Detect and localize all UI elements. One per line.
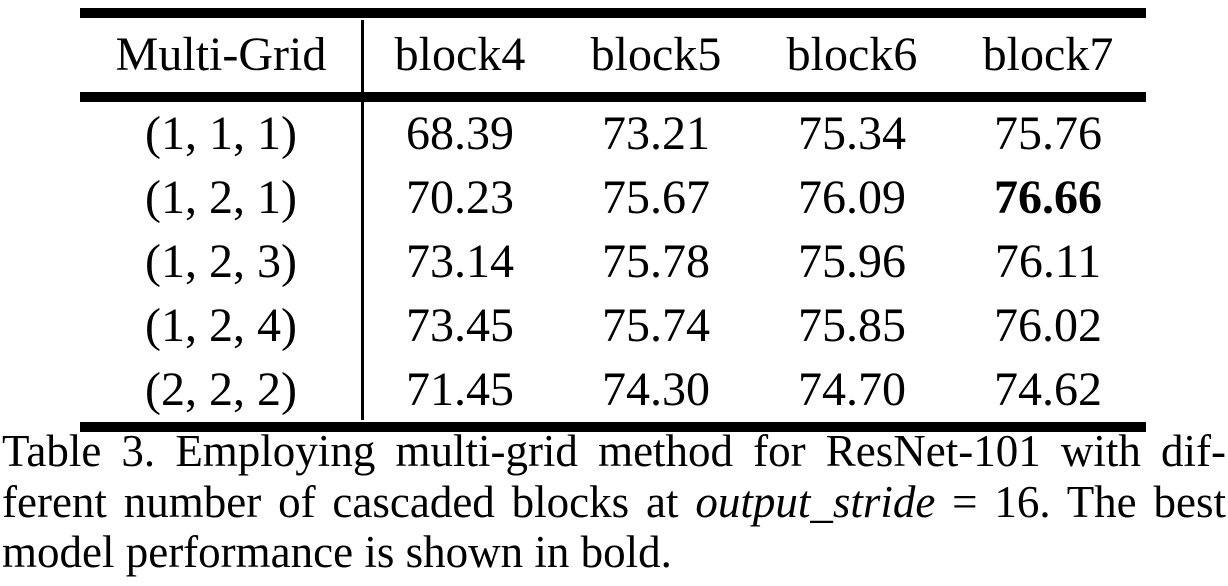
table-cell: 75.67 [602, 171, 710, 224]
caption-output-stride-term: output_stride [695, 476, 936, 527]
caption-line-2: ferent number of cascaded blocks at outp… [2, 477, 1226, 528]
column-separator-header [361, 20, 364, 92]
table-cell: 74.70 [798, 363, 906, 416]
table-bottom-rule [80, 422, 1146, 432]
table-cell: 75.74 [602, 299, 710, 352]
table-cell: 75.76 [994, 107, 1102, 160]
table-cell: 75.78 [602, 235, 710, 288]
caption-line-3: model performance is shown in bold. [2, 527, 672, 577]
table-cell: 70.23 [406, 171, 514, 224]
header-block7: block7 [982, 28, 1114, 81]
table-cell: 73.14 [406, 235, 514, 288]
table-cell: 76.11 [994, 235, 1102, 288]
column-separator-body [361, 102, 364, 420]
table-cell: 73.21 [602, 107, 710, 160]
table-cell: 74.30 [602, 363, 710, 416]
caption-line-2-post: = 16. The best [935, 476, 1226, 527]
table-cell: 75.85 [798, 299, 906, 352]
table-cell: 76.09 [798, 171, 906, 224]
header-block4: block4 [394, 28, 526, 81]
table-top-rule [80, 8, 1146, 18]
row-label: (1, 2, 1) [145, 171, 297, 224]
caption-line-2-pre: ferent number of cascaded blocks at [2, 476, 696, 527]
table-header-row: Multi-Grid block4 block5 block6 block7 [80, 18, 1146, 92]
table-body: (1, 1, 1) 68.39 73.21 75.34 75.76 (1, 2,… [80, 102, 1146, 422]
table-header-rule [80, 92, 1146, 102]
table-cell: 74.62 [994, 363, 1102, 416]
caption-line-1: Table 3. Employing multi-grid method for… [2, 426, 1226, 476]
table-cell: 68.39 [406, 107, 514, 160]
row-label: (1, 2, 3) [145, 235, 297, 288]
table-cell-best: 76.66 [994, 171, 1102, 224]
header-block5: block5 [590, 28, 722, 81]
table-cell: 71.45 [406, 363, 514, 416]
table-cell: 75.96 [798, 235, 906, 288]
row-label: (1, 1, 1) [145, 107, 297, 160]
header-block6: block6 [786, 28, 918, 81]
row-label: (1, 2, 4) [145, 299, 297, 352]
table-cell: 73.45 [406, 299, 514, 352]
table-cell: 75.34 [798, 107, 906, 160]
table-caption: Table 3. Employing multi-grid method for… [2, 426, 1226, 578]
header-multi-grid: Multi-Grid [115, 28, 327, 81]
table-cell: 76.02 [994, 299, 1102, 352]
row-label: (2, 2, 2) [145, 363, 297, 416]
